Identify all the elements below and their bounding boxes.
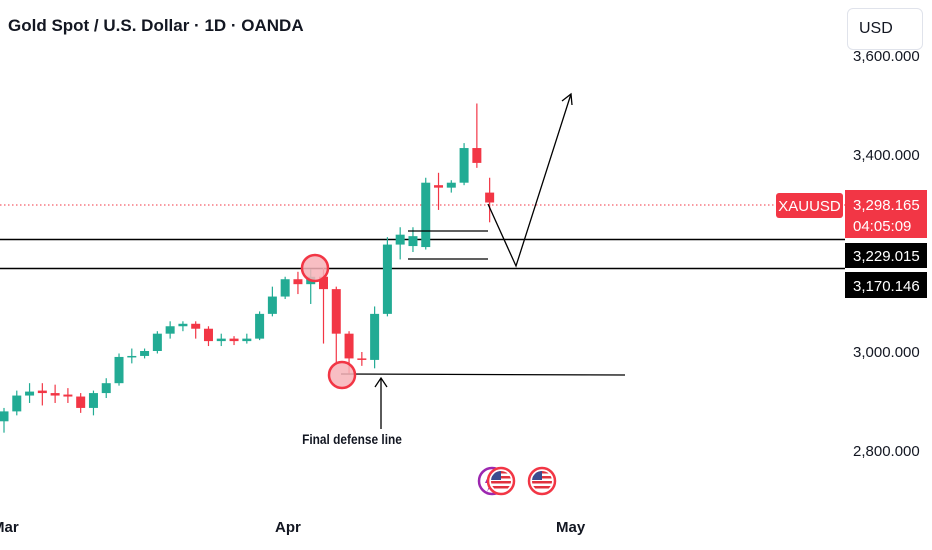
swing-low-marker[interactable] [327,360,357,390]
projection-arrow-head [561,92,573,106]
candle-body[interactable] [344,333,354,359]
candle-body[interactable] [319,276,328,290]
support-line[interactable] [340,373,626,376]
upper-level-badge: 3,229.015 [845,243,927,268]
time-label: Apr [275,519,301,536]
candle-body[interactable] [101,383,111,394]
candle-body[interactable] [446,182,456,188]
candle-body[interactable] [293,279,303,285]
candle-body[interactable] [472,148,482,163]
candle-body[interactable] [12,395,22,412]
candle-body[interactable] [459,148,469,183]
annotation-label: Final defense line [302,431,402,447]
candle-body[interactable] [280,279,290,297]
candle-body[interactable] [63,394,73,397]
event-badge[interactable] [486,466,516,496]
candle-body[interactable] [421,182,431,248]
candle-body[interactable] [434,185,444,188]
candle-body[interactable] [203,328,213,342]
time-label: Mar [0,519,19,536]
last-price-badge: 3,298.165 04:05:09 [845,190,927,238]
candle-body[interactable] [242,338,252,342]
upper-level-value: 3,229.015 [853,248,920,265]
candle-body[interactable] [357,358,367,360]
currency-button[interactable]: USD [847,8,923,50]
candle-body[interactable] [76,396,86,408]
projection-path[interactable] [487,93,572,268]
candle-body[interactable] [50,393,60,396]
candle-body[interactable] [127,355,137,358]
candle-body[interactable] [152,333,162,351]
candle-body[interactable] [395,234,405,245]
symbol-badge-label: XAUUSD [778,198,841,215]
lower-level-value: 3,170.146 [853,278,920,295]
swing-high-marker[interactable] [300,253,330,283]
candle-body[interactable] [267,296,277,314]
annotation-arrow-head [374,376,388,388]
price-tick-label: 3,600.000 [853,48,920,65]
candle-body[interactable] [88,393,98,408]
candle-body[interactable] [140,351,150,356]
candle-body[interactable] [25,391,35,396]
lower-level-badge: 3,170.146 [845,272,927,298]
candle-body[interactable] [370,313,380,360]
candle-body[interactable] [255,313,265,339]
candle-body[interactable] [191,323,201,329]
symbol-badge: XAUUSD [776,193,843,218]
candle-body[interactable] [165,326,175,334]
price-tick-label: 3,000.000 [853,344,920,361]
candle-body[interactable] [485,192,495,203]
candle-body[interactable] [178,323,188,327]
candle-body[interactable] [331,289,341,334]
event-badge[interactable] [527,466,557,496]
last-price-value: 3,298.165 [853,197,920,214]
time-label: May [556,519,586,536]
candle-body[interactable] [408,236,418,247]
chart-title: Gold Spot / U.S. Dollar · 1D · OANDA [8,16,304,35]
candle-body[interactable] [382,244,392,314]
candle-body[interactable] [0,411,9,422]
price-tick-label: 3,400.000 [853,147,920,164]
candles [0,103,495,433]
candle-body[interactable] [114,356,124,384]
candle-body[interactable] [37,390,47,394]
price-tick-label: 2,800.000 [853,443,920,460]
candle-body[interactable] [229,338,239,342]
countdown-value: 04:05:09 [853,218,911,235]
candle-body[interactable] [216,338,226,342]
